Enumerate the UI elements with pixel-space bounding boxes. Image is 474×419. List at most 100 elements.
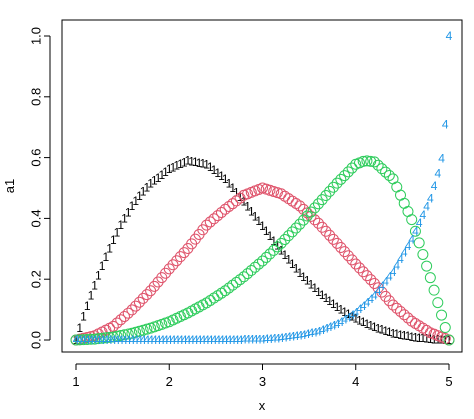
series-3-point xyxy=(417,248,429,260)
series-3-point xyxy=(122,328,134,340)
series-4-point: 4 xyxy=(80,333,87,347)
series-2-point xyxy=(133,296,145,308)
series-3-point xyxy=(253,258,265,270)
series-3-point xyxy=(346,162,358,174)
series-3-point xyxy=(249,261,261,273)
series-3-point xyxy=(264,248,276,260)
series-1-point: 1 xyxy=(218,169,225,183)
series-3-point xyxy=(409,225,421,237)
series-3-point xyxy=(189,303,201,315)
series-2-point xyxy=(357,266,369,278)
series-1-point: 1 xyxy=(132,194,139,208)
series-4-point: 4 xyxy=(88,333,95,347)
series-2-point xyxy=(126,304,138,316)
series-1-point: 1 xyxy=(177,157,184,171)
series-1-point: 1 xyxy=(252,209,259,223)
series-4-point: 4 xyxy=(352,306,359,320)
series-4-point: 4 xyxy=(106,333,113,347)
series-4-point: 4 xyxy=(311,325,318,339)
series-4-point: 4 xyxy=(252,333,259,347)
series-4-point: 4 xyxy=(196,333,203,347)
series-3-point xyxy=(406,214,418,226)
series-2-point xyxy=(365,274,377,286)
series-1-point: 1 xyxy=(274,239,281,253)
series-2-point xyxy=(387,299,399,311)
series-4-point: 4 xyxy=(405,239,412,253)
series-2-point xyxy=(361,270,373,282)
series-3-point xyxy=(215,287,227,299)
series-3-point xyxy=(312,198,324,210)
series-1-point: 1 xyxy=(226,176,233,190)
series-3-point xyxy=(294,218,306,230)
series-1-point: 1 xyxy=(352,312,359,326)
series-1-point: 1 xyxy=(244,200,251,214)
series-1-point: 1 xyxy=(76,321,83,335)
y-tick-label: 1.0 xyxy=(29,27,44,45)
series-2-point xyxy=(339,246,351,258)
series-2-point xyxy=(324,229,336,241)
x-tick-label: 1 xyxy=(72,374,79,389)
series-4-point: 4 xyxy=(166,333,173,347)
series-3-point xyxy=(245,264,257,276)
series-2-point xyxy=(111,317,123,329)
series-3-point xyxy=(443,334,455,346)
series-2-point xyxy=(376,286,388,298)
series-4-point: 4 xyxy=(121,333,128,347)
series-3-point xyxy=(100,332,112,344)
series-2-point xyxy=(130,300,142,312)
series-3-point xyxy=(361,155,373,167)
series-2-point xyxy=(320,225,332,237)
series-3-point xyxy=(309,202,321,214)
series-4-point: 4 xyxy=(203,333,210,347)
series-4-point: 4 xyxy=(110,333,117,347)
series-3-point xyxy=(383,169,395,181)
series-4-point: 4 xyxy=(334,317,341,331)
series-4-point: 4 xyxy=(136,333,143,347)
series-4-point: 4 xyxy=(237,333,244,347)
series-3-point xyxy=(242,268,254,280)
series-2-point xyxy=(342,250,354,262)
series-3-point xyxy=(238,271,250,283)
series-4-point: 4 xyxy=(296,329,303,343)
series-2-point xyxy=(346,254,358,266)
series-1-point: 1 xyxy=(412,330,419,344)
series-1-point: 1 xyxy=(438,333,445,347)
series-4-point: 4 xyxy=(360,299,367,313)
series-2-point xyxy=(301,207,313,219)
series-4-point: 4 xyxy=(386,270,393,284)
series-1-point: 1 xyxy=(330,297,337,311)
series-4-point: 4 xyxy=(434,166,441,180)
series-1-point: 1 xyxy=(379,323,386,337)
series-4-point: 4 xyxy=(84,333,91,347)
series-2-point xyxy=(201,219,213,231)
series-1-point: 1 xyxy=(255,214,262,228)
series-4-point: 4 xyxy=(199,333,206,347)
series-3-point xyxy=(279,233,291,245)
series-4-point: 4 xyxy=(140,333,147,347)
series-2-point xyxy=(353,262,365,274)
series-2-point xyxy=(178,247,190,259)
series-3-point xyxy=(77,334,89,346)
series-4-point: 4 xyxy=(132,333,139,347)
series-3-point xyxy=(115,330,127,342)
series-2-point xyxy=(115,314,127,326)
series-4-point: 4 xyxy=(188,333,195,347)
series-1-point: 1 xyxy=(282,248,289,262)
y-tick-label: 0.2 xyxy=(29,270,44,288)
series-4-point: 4 xyxy=(315,324,322,338)
series-3-point xyxy=(260,251,272,263)
series-3-point xyxy=(89,333,101,345)
series-1-point: 1 xyxy=(162,165,169,179)
series-4-point: 4 xyxy=(144,333,151,347)
series-2-point xyxy=(368,277,380,289)
series-4: 4444444444444444444444444444444444444444… xyxy=(73,29,453,347)
series-1-point: 1 xyxy=(110,233,117,247)
series-1-point: 1 xyxy=(423,332,430,346)
series-4-point: 4 xyxy=(356,302,363,316)
series-4-point: 4 xyxy=(244,333,251,347)
series-3-point xyxy=(230,276,242,288)
series-1-point: 1 xyxy=(214,166,221,180)
series-4-point: 4 xyxy=(185,333,192,347)
series-3-point xyxy=(74,334,86,346)
series-4-point: 4 xyxy=(420,208,427,222)
